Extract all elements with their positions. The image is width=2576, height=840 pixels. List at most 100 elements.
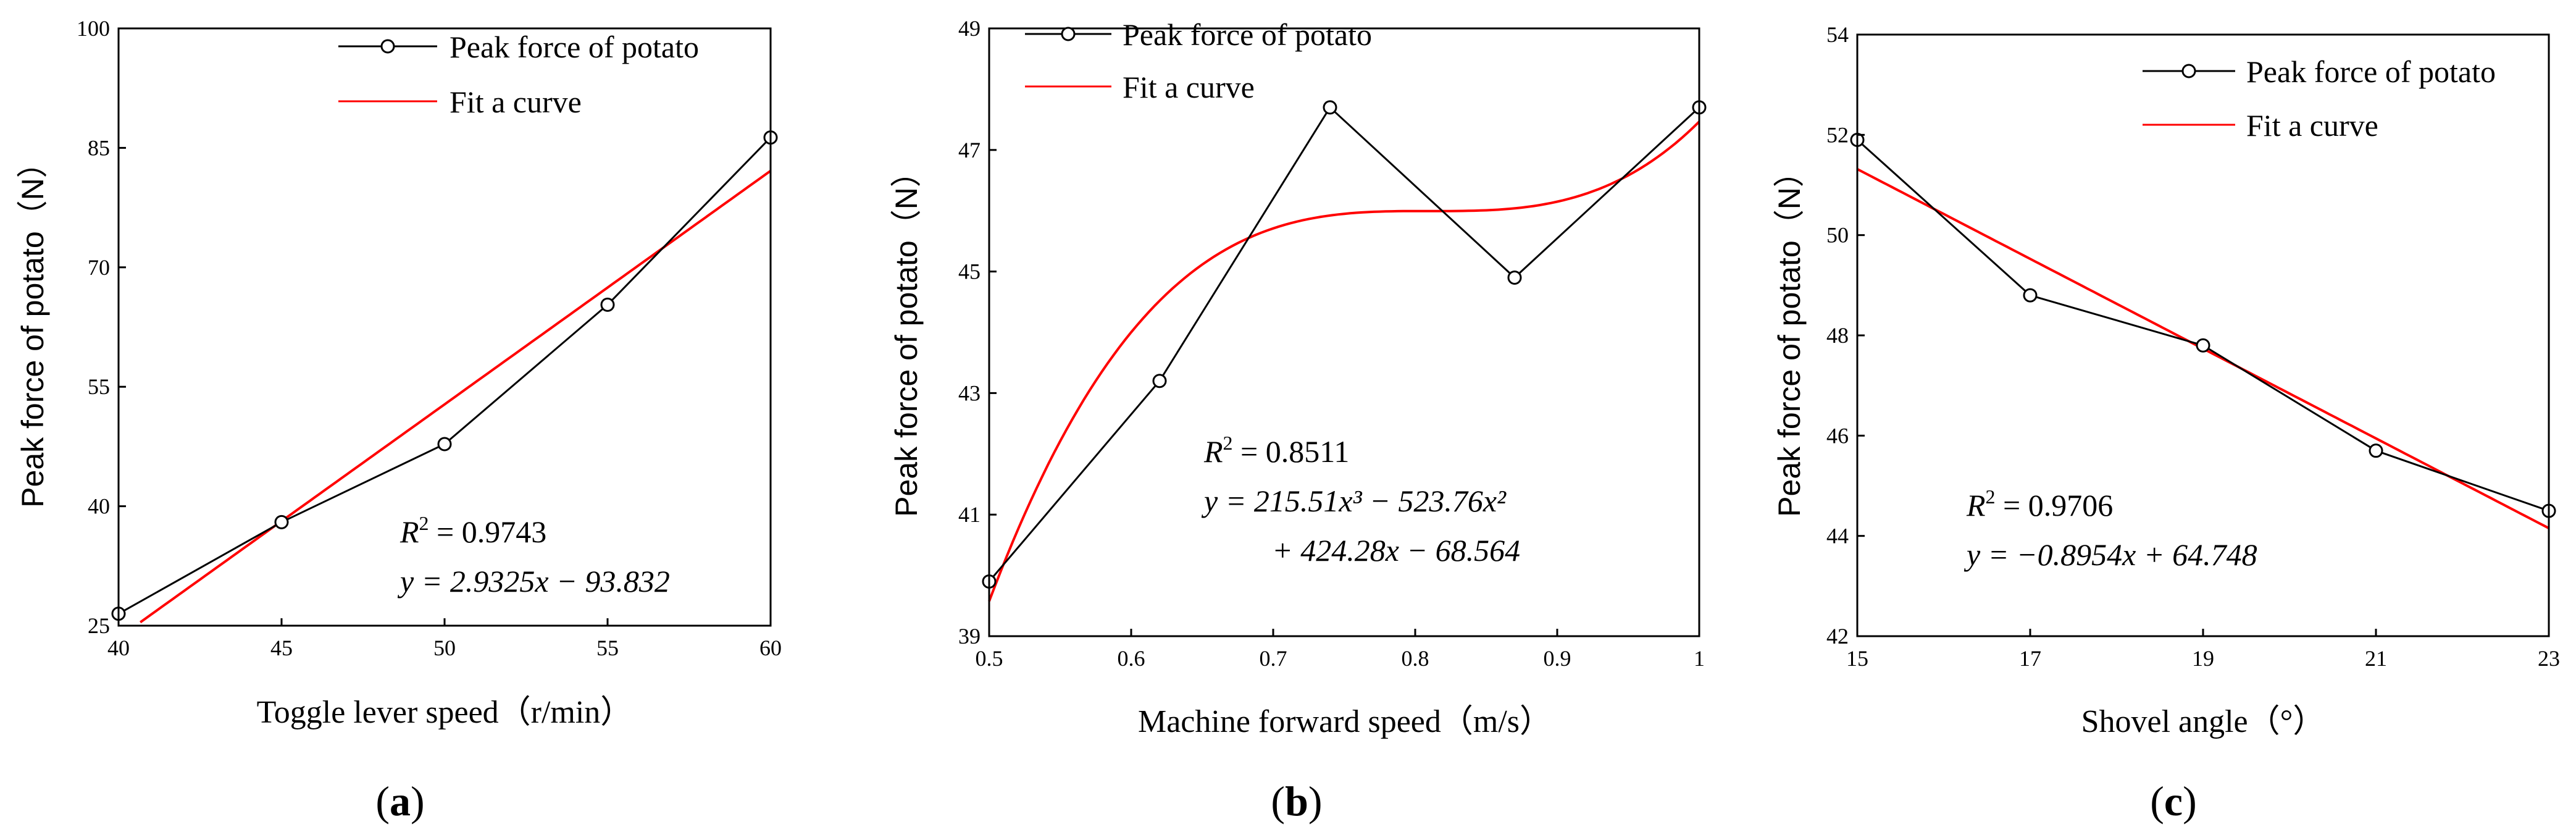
y-tick-label-c: 54 — [1826, 22, 1849, 47]
x-tick-label-b: 1 — [1694, 646, 1705, 671]
legend-a-label-fit: Fit a curve — [450, 85, 582, 119]
r2-annotation-a: R2 = 0.9743 — [399, 512, 546, 549]
panel-label-c-open: ( — [2150, 778, 2164, 825]
panel-c-series-group — [1850, 132, 2556, 529]
panel-label-a-letter: a — [390, 778, 411, 825]
legend-b-marker-peak — [1061, 27, 1076, 41]
data-point-b — [1507, 270, 1522, 285]
y-tick-label-c: 42 — [1826, 624, 1849, 649]
panel-b-ticks: 0.5 0.6 0.7 0.8 0.9 1 39 41 43 45 47 49 — [958, 16, 1705, 671]
y-tick-label-c: 44 — [1826, 524, 1849, 548]
equation-b-line2: + 424.28x − 68.564 — [1272, 533, 1520, 568]
data-point-b — [1323, 100, 1337, 115]
data-point-b — [1152, 374, 1167, 388]
x-axis-label-c: Shovel angle（°） — [2081, 704, 2325, 739]
x-tick-label-b: 0.9 — [1544, 646, 1571, 671]
x-tick-label-c: 15 — [1846, 646, 1868, 671]
legend-b: Peak force of potato Fit a curve — [1025, 17, 1372, 104]
x-tick-label-c: 23 — [2538, 646, 2560, 671]
data-point-c — [2023, 288, 2038, 303]
y-tick-label-b: 39 — [958, 624, 981, 649]
x-tick-label-c: 17 — [2019, 646, 2041, 671]
data-point-a — [274, 514, 289, 529]
y-tick-label-b: 43 — [958, 380, 981, 405]
x-tick-label-c: 21 — [2365, 646, 2387, 671]
x-tick-label-a: 50 — [433, 636, 456, 660]
r2-value-a: = 0.9743 — [429, 514, 547, 549]
r2-symbol-b: R — [1203, 434, 1223, 469]
x-tick-label-b: 0.6 — [1118, 646, 1145, 671]
x-tick-label-a: 40 — [107, 636, 130, 660]
data-point-a — [600, 297, 615, 312]
panel-label-b-close: ) — [1308, 778, 1323, 825]
r2-value-b: = 0.8511 — [1233, 434, 1350, 469]
fit-curve-b — [988, 120, 1700, 602]
y-axis-label-b: Peak force of potato（N） — [889, 156, 924, 517]
x-axis-label-b: Machine forward speed（m/s） — [1138, 704, 1552, 739]
y-tick-label-a: 70 — [88, 255, 110, 280]
y-tick-label-a: 40 — [88, 494, 110, 519]
y-tick-label-a: 25 — [88, 613, 110, 638]
y-tick-label-c: 52 — [1826, 122, 1849, 147]
y-tick-label-b: 49 — [958, 16, 981, 41]
r2-symbol-a: R — [399, 514, 419, 549]
panel-label-a: (a) — [375, 778, 424, 825]
legend-c-label-peak: Peak force of potato — [2246, 54, 2496, 89]
panel-label-a-open: ( — [375, 778, 390, 825]
chart-panel-b: 0.5 0.6 0.7 0.8 0.9 1 39 41 43 45 47 49 Peak force … — [889, 16, 1707, 739]
data-point-c — [2196, 338, 2210, 353]
legend-a: Peak force of potato Fit a curve — [338, 30, 699, 119]
x-tick-label-a: 60 — [759, 636, 782, 660]
annotation-b: R2 = 0.8511 y = 215.51x³ − 523.76x² + 42… — [1201, 432, 1520, 568]
y-tick-label-b: 41 — [958, 502, 981, 527]
panel-label-c-close: ) — [2183, 778, 2197, 825]
r2-symbol-c: R — [1966, 488, 1986, 523]
x-tick-label-b: 0.8 — [1402, 646, 1429, 671]
r2-annotation-c: R2 = 0.9706 — [1966, 485, 2113, 523]
plot-frame-b — [988, 27, 1700, 637]
annotation-c: R2 = 0.9706 y = −0.8954x + 64.748 — [1963, 485, 2257, 572]
data-line-c — [1856, 139, 2549, 512]
panel-label-c: (c) — [2150, 778, 2197, 825]
y-tick-label-a: 100 — [77, 16, 110, 41]
equation-c: y = −0.8954x + 64.748 — [1963, 537, 2257, 572]
y-tick-label-a: 55 — [88, 374, 110, 399]
x-tick-label-b: 0.5 — [976, 646, 1003, 671]
panel-b-series-group — [982, 100, 1707, 602]
r2-annotation-b: R2 = 0.8511 — [1203, 432, 1349, 469]
fit-curve-a — [140, 169, 772, 624]
y-tick-label-c: 50 — [1826, 223, 1849, 248]
panel-label-b-letter: b — [1285, 778, 1308, 825]
legend-c-label-fit: Fit a curve — [2246, 108, 2378, 143]
y-axis-label-a: Peak force of potato（N） — [15, 147, 50, 508]
r2-sup-a: 2 — [419, 512, 429, 534]
panel-label-b-open: ( — [1271, 778, 1285, 825]
legend-b-label-fit: Fit a curve — [1123, 70, 1255, 104]
legend-a-label-peak: Peak force of potato — [450, 30, 699, 64]
panel-label-a-close: ) — [411, 778, 425, 825]
legend-c-marker-peak — [2181, 64, 2196, 78]
x-tick-label-a: 45 — [270, 636, 293, 660]
r2-sup-c: 2 — [1986, 485, 1996, 508]
annotation-a: R2 = 0.9743 y = 2.9325x − 93.832 — [397, 512, 670, 598]
equation-a: y = 2.9325x − 93.832 — [397, 564, 670, 598]
panel-a-series-group — [111, 130, 778, 624]
y-tick-label-c: 46 — [1826, 423, 1849, 448]
legend-a-marker-peak — [380, 39, 395, 54]
data-point-c — [2369, 443, 2383, 458]
x-axis-label-a: Toggle lever speed（r/min） — [257, 695, 633, 730]
x-tick-label-a: 55 — [596, 636, 619, 660]
r2-value-c: = 0.9706 — [1996, 488, 2114, 523]
y-tick-label-b: 47 — [958, 138, 981, 162]
legend-b-label-peak: Peak force of potato — [1123, 17, 1372, 52]
r2-sup-b: 2 — [1223, 432, 1233, 454]
data-point-a — [437, 437, 452, 452]
y-tick-label-c: 48 — [1826, 323, 1849, 348]
panel-label-b: (b) — [1271, 778, 1322, 825]
y-axis-label-c: Peak force of potato（N） — [1772, 156, 1807, 517]
y-tick-label-a: 85 — [88, 135, 110, 160]
y-tick-label-b: 45 — [958, 259, 981, 284]
